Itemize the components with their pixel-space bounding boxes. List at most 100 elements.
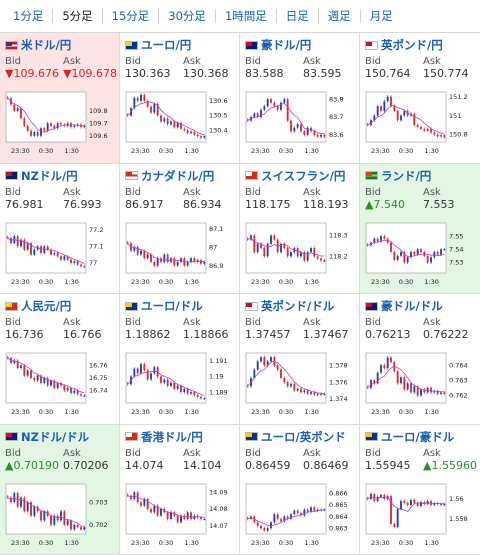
- candlestick-chart[interactable]: 0.866 0.865 0.864 0.863 23:30 0:30 1:30: [244, 480, 356, 550]
- candle-body: [193, 131, 196, 135]
- candlestick-chart[interactable]: 1.378 1.376 1.374 23:30 0:30 1:30: [244, 349, 356, 419]
- tab-daily[interactable]: 日足: [277, 9, 319, 23]
- candle-body: [256, 521, 259, 526]
- candle-body: [56, 252, 59, 256]
- candlestick-chart[interactable]: 130.6 130.5 130.4 23:30 0:30 1:30: [124, 88, 236, 158]
- pair-name[interactable]: ユーロ/豪ドル: [381, 429, 455, 444]
- pair-14-card[interactable]: ユーロ/英ポンド Bid Ask 0.86459 0.86469 0.866 0.865 0.…: [240, 424, 360, 555]
- pair-name[interactable]: ユーロ/英ポンド: [261, 429, 346, 444]
- pair-12-card[interactable]: NZドル/ドル Bid Ask ▲0.70190 0.70206 0.703 0.702 23…: [0, 424, 120, 555]
- pair-10-card[interactable]: 英ポンド/ドル Bid Ask 1.37457 1.37467 1.378 1.376 1.3…: [240, 294, 360, 425]
- pair-9-card[interactable]: ユーロ/ドル Bid Ask 1.18862 1.18866 1.191 1.19 1.189…: [120, 294, 240, 425]
- pair-0-card[interactable]: 米ドル/円 Bid Ask ▼109.676 ▼109.678 109.8 109.7 109…: [0, 33, 120, 164]
- pair-13-card[interactable]: 香港ドル/円 Bid Ask 14.074 14.104 14.09 14.08 14.07 2…: [120, 424, 240, 555]
- candlestick-chart[interactable]: 0.764 0.763 0.762 23:30 0:30 1:30: [364, 349, 476, 419]
- candle-body: [316, 509, 319, 511]
- candle-body: [143, 94, 146, 101]
- candle-body: [53, 380, 56, 388]
- candlestick-chart[interactable]: 83.8 83.7 83.6 23:30 0:30 1:30: [244, 88, 356, 158]
- tab-1hour[interactable]: 1時間足: [216, 9, 277, 23]
- pair-name[interactable]: 人民元/円: [21, 299, 72, 313]
- pair-15-card[interactable]: ユーロ/豪ドル Bid Ask 1.55945 ▲1.55960 1.56 1.558 23:…: [360, 425, 480, 555]
- pair-8-card[interactable]: 人民元/円 Bid Ask 16.736 16.766 16.76 16.75 16.74 23…: [0, 294, 120, 425]
- candlestick-chart[interactable]: 1.191 1.19 1.189 23:30 0:30 1:30: [124, 349, 236, 419]
- pair-title[interactable]: カナダドル/円: [125, 168, 214, 184]
- pair-name[interactable]: 豪ドル/ドル: [381, 299, 443, 313]
- pair-name[interactable]: 英ポンド/ドル: [261, 299, 335, 313]
- pair-3-card[interactable]: 英ポンド/円 Bid Ask 150.764 150.774 151.2 151 150.8 2…: [360, 33, 480, 164]
- candle-body: [73, 260, 76, 263]
- pair-name[interactable]: スイスフラン/円: [261, 168, 346, 183]
- y-tick-label: 77.1: [89, 242, 103, 250]
- pair-2-card[interactable]: 豪ドル/円 Bid Ask 83.588 83.595 83.8 83.7 83.6 23:30…: [240, 33, 360, 164]
- candlestick-chart[interactable]: 87.1 87 86.9 23:30 0:30 1:30: [124, 219, 236, 289]
- candle-body: [183, 388, 186, 393]
- y-tick-label: 1.558: [449, 515, 468, 523]
- pair-name[interactable]: ランド/円: [381, 168, 432, 183]
- pair-4-card[interactable]: NZドル/円 Bid Ask 76.981 76.993 77.2 77.1 77 23:30 0…: [0, 163, 120, 294]
- candlestick-chart[interactable]: 16.76 16.75 16.74 23:30 0:30 1:30: [4, 349, 116, 419]
- candlestick-chart[interactable]: 0.703 0.702 23:30 0:30 1:30: [4, 480, 116, 550]
- tab-15min[interactable]: 15分足: [103, 9, 160, 23]
- pair-name[interactable]: NZドル/ドル: [21, 429, 90, 444]
- pair-title[interactable]: ユーロ/豪ドル: [365, 429, 454, 445]
- candlestick-chart[interactable]: 109.8 109.7 109.6 23:30 0:30 1:30: [4, 88, 116, 158]
- pair-11-card[interactable]: 豪ドル/ドル Bid Ask 0.76213 0.76222 0.764 0.763 0.76…: [360, 294, 480, 425]
- candlestick-chart[interactable]: 14.09 14.08 14.07 23:30 0:30 1:30: [124, 480, 236, 550]
- y-tick-label: 1.189: [209, 388, 228, 396]
- pair-title[interactable]: 米ドル/円: [5, 37, 71, 53]
- candle-body: [163, 118, 166, 122]
- candlestick-chart[interactable]: 7.55 7.54 7.53 23:30 0:30 1:30: [364, 219, 476, 289]
- pair-1-card[interactable]: ユーロ/円 Bid Ask 130.363 130.368 130.6 130.5 130.4…: [120, 33, 240, 164]
- candlestick-chart[interactable]: 1.56 1.558 23:30 0:30 1:30: [364, 480, 476, 550]
- pair-title[interactable]: 人民元/円: [5, 298, 71, 314]
- pair-title[interactable]: NZドル/ドル: [5, 429, 89, 445]
- pair-6-card[interactable]: スイスフラン/円 Bid Ask 118.175 118.193 118.3 118.2 23…: [240, 163, 360, 294]
- candle-body: [406, 383, 409, 390]
- candle-body: [320, 134, 322, 137]
- bid-value: 1.55945: [365, 458, 411, 472]
- pair-name[interactable]: カナダドル/円: [141, 168, 215, 183]
- candle-body: [296, 510, 299, 513]
- pair-title[interactable]: スイスフラン/円: [245, 168, 345, 184]
- pair-title[interactable]: 豪ドル/円: [245, 37, 311, 53]
- candle-body: [306, 127, 309, 135]
- pair-name[interactable]: NZドル/円: [21, 168, 78, 183]
- pair-name[interactable]: ユーロ/ドル: [141, 299, 203, 313]
- tab-weekly[interactable]: 週足: [319, 9, 361, 23]
- tab-monthly[interactable]: 月足: [369, 9, 393, 23]
- candlestick-chart[interactable]: 118.3 118.2 23:30 0:30 1:30: [244, 219, 356, 289]
- pair-title[interactable]: ユーロ/円: [125, 37, 191, 53]
- pair-name[interactable]: 香港ドル/円: [141, 429, 203, 444]
- pair-name[interactable]: 英ポンド/円: [381, 38, 443, 52]
- candle-body: [50, 123, 52, 126]
- tab-1min[interactable]: 1分足: [4, 9, 54, 23]
- candle-body: [176, 515, 179, 522]
- x-tick-label: 1:30: [304, 539, 319, 547]
- pair-title[interactable]: NZドル/円: [5, 168, 78, 184]
- pair-name[interactable]: 豪ドル/円: [261, 38, 312, 52]
- pair-title[interactable]: 英ポンド/円: [365, 37, 443, 53]
- moving-average-line: [7, 97, 85, 133]
- tab-30min[interactable]: 30分足: [159, 9, 216, 23]
- pair-name[interactable]: ユーロ/円: [141, 38, 192, 52]
- candle-body: [140, 94, 142, 101]
- pair-title[interactable]: ユーロ/英ポンド: [245, 429, 346, 445]
- candlestick-chart[interactable]: 151.2 151 150.8 23:30 0:30 1:30: [364, 88, 476, 158]
- pair-title[interactable]: ユーロ/ドル: [125, 298, 203, 314]
- pair-title[interactable]: 英ポンド/ドル: [245, 298, 334, 314]
- candlestick-chart[interactable]: 77.2 77.1 77 23:30 0:30 1:30: [4, 219, 116, 289]
- candle-body: [436, 390, 439, 394]
- pair-5-card[interactable]: カナダドル/円 Bid Ask 86.917 86.934 87.1 87 86.9 23:30…: [120, 163, 240, 294]
- tab-5min[interactable]: 5分足: [53, 9, 103, 23]
- bid-value: 150.764: [365, 67, 411, 80]
- pair-title[interactable]: 豪ドル/ドル: [365, 298, 443, 314]
- ask-label: Ask: [303, 447, 321, 459]
- candle-body: [200, 136, 202, 138]
- pair-title[interactable]: 香港ドル/円: [125, 429, 203, 445]
- candle-body: [33, 132, 36, 136]
- pair-title[interactable]: ランド/円: [365, 168, 431, 184]
- pair-name[interactable]: 米ドル/円: [21, 38, 72, 52]
- candle-body: [416, 386, 419, 396]
- pair-7-card[interactable]: ランド/円 Bid Ask ▲7.540 7.553 7.55 7.54 7.53 23:30 0…: [360, 163, 480, 294]
